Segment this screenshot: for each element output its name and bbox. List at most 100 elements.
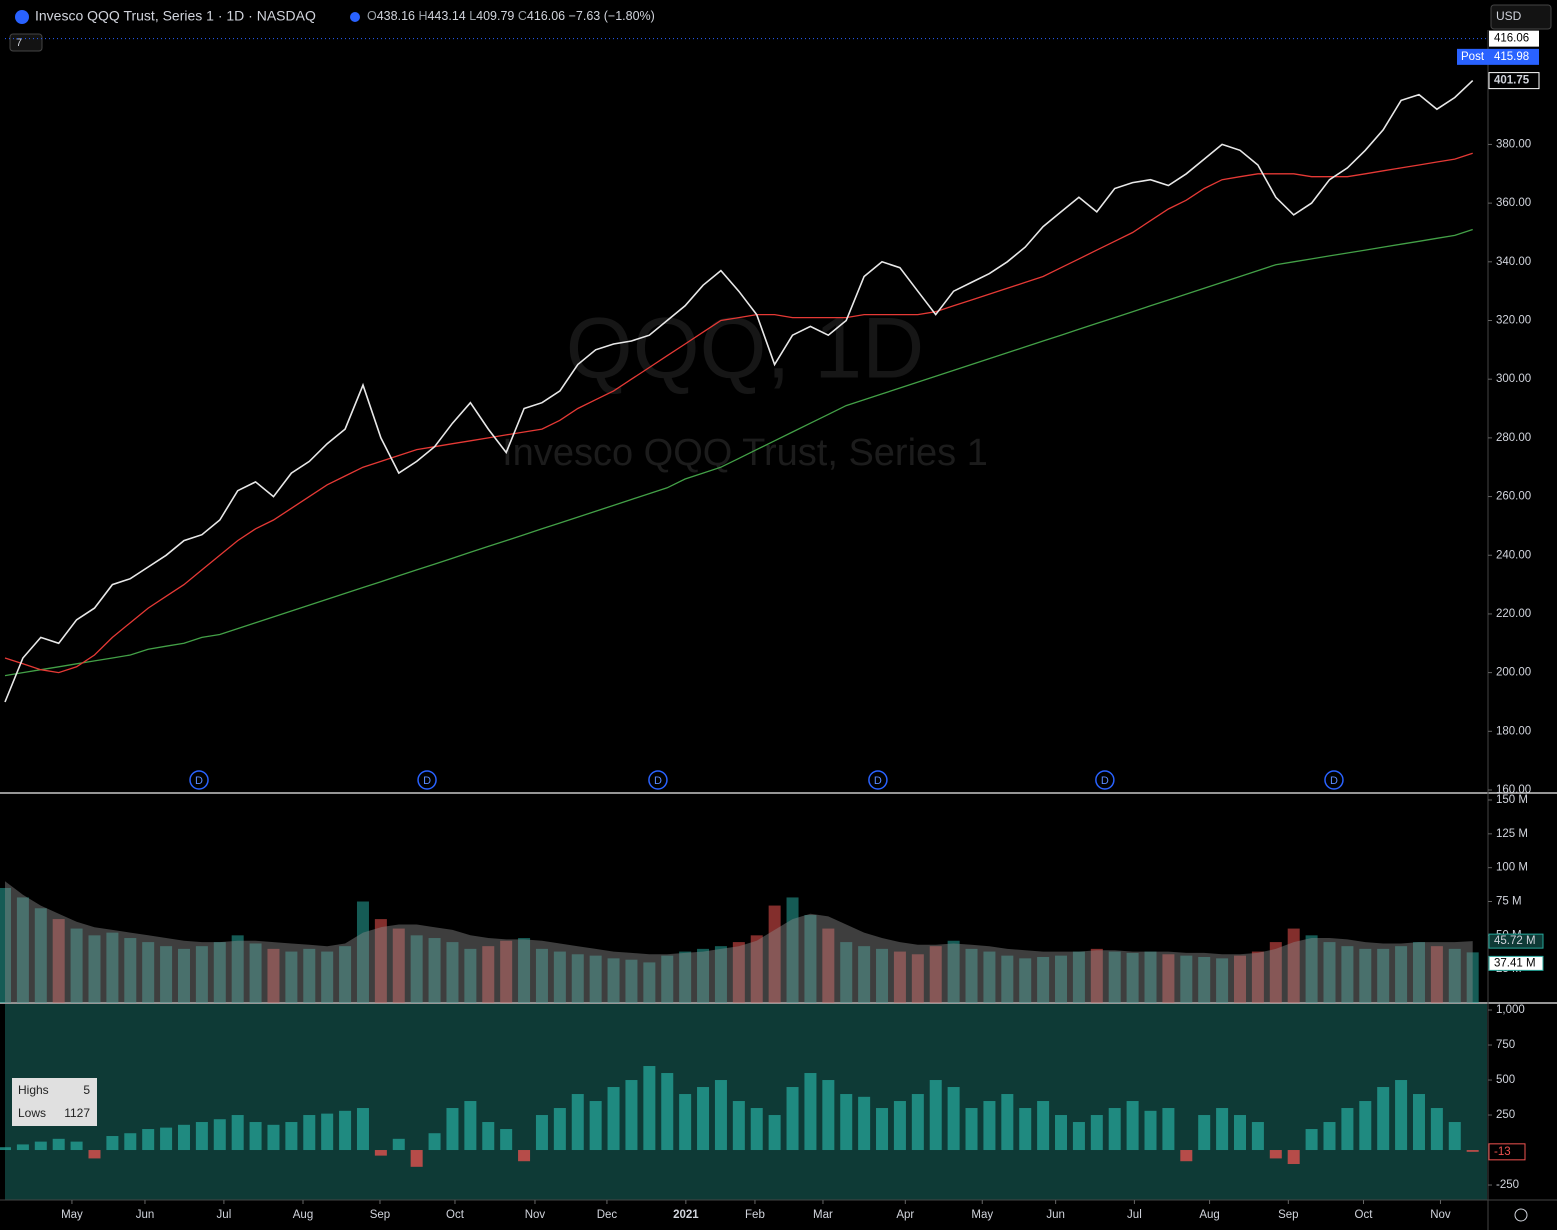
- breadth-bar: [177, 1124, 190, 1151]
- volume-bar: [0, 887, 11, 1003]
- dividend-marker: [417, 770, 437, 790]
- breadth-bar: [1395, 1080, 1408, 1151]
- breadth-bar: [1359, 1101, 1372, 1151]
- breadth-bar: [1412, 1094, 1425, 1151]
- volume-bar: [303, 948, 316, 1003]
- y-tick-label: 500: [1496, 1074, 1515, 1086]
- currency[interactable]: USD: [1496, 9, 1522, 23]
- volume-bar: [607, 958, 620, 1003]
- volume-bar: [714, 946, 727, 1003]
- volume-bar: [1162, 954, 1175, 1003]
- y-tick-label: 750: [1496, 1039, 1515, 1051]
- currency-button[interactable]: [1490, 4, 1552, 30]
- volume-bar: [1269, 942, 1282, 1003]
- ohlc-value: 443.14: [427, 9, 465, 23]
- breadth-bar: [750, 1108, 763, 1151]
- breadth-bar: [374, 1150, 387, 1156]
- breadth-bar: [697, 1087, 710, 1151]
- breadth-bar: [1448, 1122, 1461, 1151]
- breadth-bar: [1305, 1129, 1318, 1151]
- breadth-bar: [589, 1101, 602, 1151]
- breadth-bar: [356, 1108, 369, 1151]
- y-tick-label: 160.00: [1496, 784, 1531, 796]
- breadth-bar: [535, 1115, 548, 1151]
- indicator-count[interactable]: 7: [16, 37, 22, 49]
- breadth-bar: [500, 1129, 513, 1151]
- volume-bar: [822, 928, 835, 1003]
- x-tick-label: Sep: [1278, 1209, 1298, 1221]
- y-tick-label: 320.00: [1496, 315, 1531, 327]
- legend-value: 5: [83, 1083, 90, 1097]
- volume-bar: [321, 951, 334, 1003]
- x-tick-label: Aug: [1199, 1209, 1219, 1221]
- y-tick-label: 200.00: [1496, 667, 1531, 679]
- dividend-label: D: [654, 775, 662, 787]
- volume-bar: [661, 955, 674, 1003]
- volume-bar: [589, 955, 602, 1003]
- volume-bar: [285, 951, 298, 1003]
- y-tick-label: 340.00: [1496, 256, 1531, 268]
- volume-badge-label: 37.41 M: [1494, 957, 1536, 969]
- breadth-bar: [231, 1115, 244, 1151]
- volume-bar: [768, 905, 781, 1003]
- dividend-marker: [1324, 770, 1344, 790]
- volume-bar: [643, 962, 656, 1003]
- breadth-bar: [1466, 1150, 1479, 1152]
- volume-bar: [1072, 951, 1085, 1003]
- ohlc-value: 409.79: [476, 9, 514, 23]
- header: Invesco QQQ Trust, Series 1 · 1D · NASDA…: [9, 4, 1552, 1222]
- breadth-bar: [1323, 1122, 1336, 1151]
- volume-badge-label: 45.72 M: [1494, 935, 1536, 947]
- volume-bar: [195, 946, 208, 1003]
- close-badge: [1488, 72, 1540, 90]
- ohlc-value: 438.16: [377, 9, 415, 23]
- breadth-bar: [464, 1101, 477, 1151]
- dividend-label: D: [423, 775, 431, 787]
- volume-badge: [1488, 955, 1544, 971]
- breadth-bar: [1055, 1115, 1068, 1151]
- post-price: 415.98: [1494, 51, 1529, 63]
- breadth-bar: [786, 1087, 799, 1151]
- volume-bar: [1395, 946, 1408, 1003]
- volume-bar: [1305, 935, 1318, 1003]
- breadth-bar: [285, 1122, 298, 1151]
- volume-bar: [213, 942, 226, 1003]
- breadth-bar: [34, 1141, 47, 1151]
- ohlc-key: L: [469, 9, 476, 23]
- last-price-badge: [1489, 30, 1539, 47]
- x-tick-label: Aug: [293, 1209, 313, 1221]
- volume-bar: [16, 897, 29, 1003]
- ohlc-key: C: [518, 9, 527, 23]
- y-tick-label: 380.00: [1496, 138, 1531, 150]
- breadth-bar: [392, 1138, 405, 1151]
- indicators-toggle[interactable]: [9, 33, 43, 52]
- volume-bar: [1359, 948, 1372, 1003]
- x-tick-label: Jul: [217, 1209, 232, 1221]
- volume-bar: [1019, 958, 1032, 1003]
- breadth-pane-bg: [5, 1004, 1487, 1200]
- volume-bar: [88, 935, 101, 1003]
- volume-bar: [804, 915, 817, 1003]
- legend-value: 1127: [64, 1106, 90, 1120]
- breadth-bar: [858, 1096, 871, 1151]
- x-tick-label: Apr: [896, 1209, 914, 1221]
- dividend-marker: [1095, 770, 1115, 790]
- volume-bar: [911, 954, 924, 1003]
- post-badge: [1457, 48, 1539, 65]
- dividend-label: D: [874, 775, 882, 787]
- volume-bar: [52, 919, 65, 1003]
- volume-bar: [1287, 928, 1300, 1003]
- volume-bar: [339, 946, 352, 1003]
- breadth-bar: [929, 1080, 942, 1151]
- y-tick-label: 125 M: [1496, 828, 1528, 840]
- settings-icon[interactable]: [1514, 1208, 1528, 1222]
- breadth-bar: [679, 1094, 692, 1151]
- y-tick-label: 300.00: [1496, 373, 1531, 385]
- volume-bar: [231, 935, 244, 1003]
- symbol-title[interactable]: Invesco QQQ Trust, Series 1 · 1D · NASDA…: [35, 8, 316, 24]
- volume-bar: [893, 951, 906, 1003]
- volume-bar: [356, 901, 369, 1003]
- volume-bar: [1412, 942, 1425, 1003]
- volume-bar: [1234, 955, 1246, 1003]
